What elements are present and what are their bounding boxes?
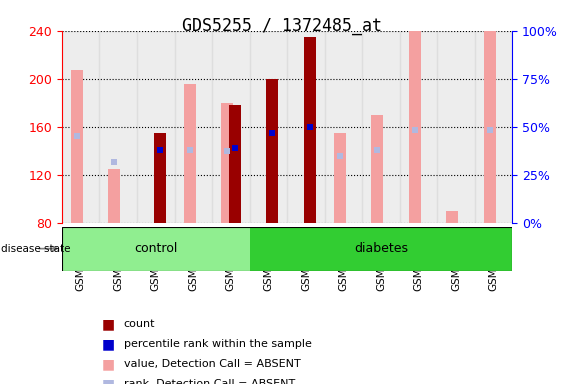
Bar [231,145,238,151]
Bar [62,227,249,271]
Bar [409,31,421,223]
Bar [325,31,362,223]
Text: ■: ■ [101,358,114,371]
Bar [74,133,80,139]
Bar [334,133,346,223]
Bar [487,127,493,133]
Bar [249,227,512,271]
Bar [111,159,118,165]
Bar [229,105,240,223]
Bar [109,169,120,223]
Bar [184,84,195,223]
Bar [412,127,418,133]
Bar [371,115,383,223]
Text: percentile rank within the sample: percentile rank within the sample [124,339,312,349]
Bar [157,147,163,153]
Text: ■: ■ [101,377,114,384]
Bar [400,31,437,223]
Bar [175,31,212,223]
Bar [71,70,83,223]
Text: GDS5255 / 1372485_at: GDS5255 / 1372485_at [181,17,382,35]
Bar [337,153,343,159]
Bar [362,31,400,223]
Text: count: count [124,319,155,329]
Bar [100,31,137,223]
Bar [266,79,278,223]
Text: rank, Detection Call = ABSENT: rank, Detection Call = ABSENT [124,379,295,384]
Bar [154,133,166,223]
Bar [446,211,458,223]
Bar [484,31,496,223]
Bar [303,37,316,223]
Bar [62,31,100,223]
Text: disease state: disease state [1,243,71,254]
Bar [307,124,312,130]
Bar [137,31,175,223]
Bar [221,103,233,223]
Bar [212,31,249,223]
Bar [287,31,325,223]
Bar [224,148,230,154]
Bar [475,31,512,223]
Text: ■: ■ [101,338,114,351]
Text: control: control [134,242,177,255]
Bar [437,31,475,223]
Bar [186,147,193,153]
Bar [269,130,275,136]
Text: value, Detection Call = ABSENT: value, Detection Call = ABSENT [124,359,301,369]
Bar [249,31,287,223]
Text: ■: ■ [101,318,114,331]
Bar [374,147,380,153]
Text: diabetes: diabetes [354,242,408,255]
